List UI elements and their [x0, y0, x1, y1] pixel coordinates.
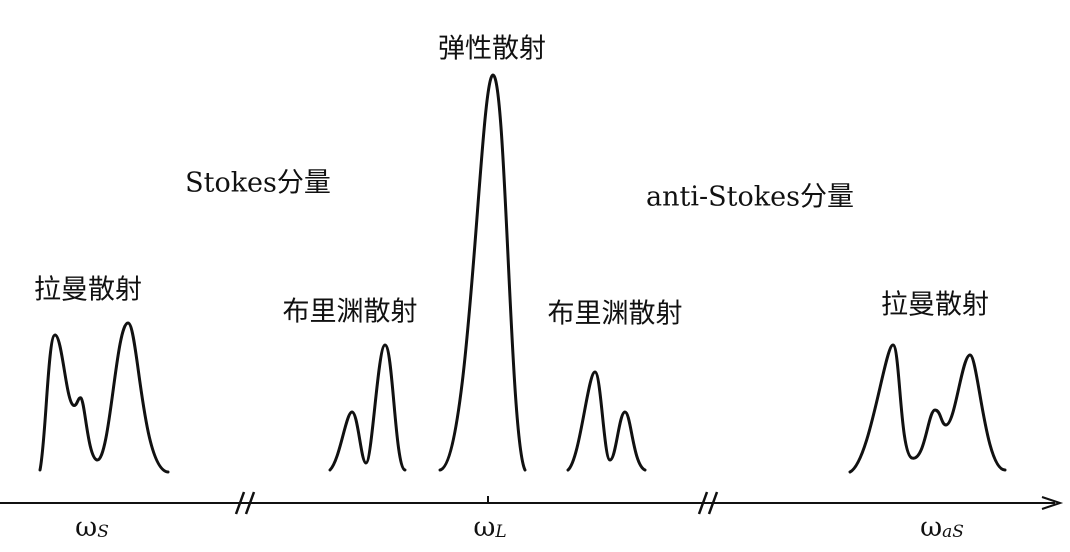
axis-break-left [234, 491, 256, 515]
elastic-peak [438, 73, 527, 472]
antistokes-label: anti-Stokes分量 [646, 182, 854, 213]
axis-arrow [1041, 496, 1064, 510]
brillouin-label: 布里渊散射 [283, 297, 418, 328]
omega: ω [473, 512, 495, 543]
stokes-label: Stokes分量 [185, 168, 331, 199]
omega-l-label: ωL [473, 512, 506, 543]
axis-break-right [697, 491, 719, 515]
brillouin-label: 布里渊散射 [548, 299, 683, 330]
antistokes-brillouin-peaks [566, 370, 647, 472]
antistokes-raman-peaks [848, 343, 1007, 474]
omega-as-label: ωaS [920, 512, 964, 543]
stokes-raman-peaks [38, 321, 170, 474]
elastic-label: 弹性散射 [438, 34, 546, 65]
raman-label: 拉曼散射 [34, 275, 142, 306]
omega: ω [920, 512, 942, 543]
omega-s-label: ωS [75, 512, 109, 543]
subscript: S [97, 522, 109, 542]
subscript: aS [942, 522, 964, 542]
subscript: L [494, 522, 506, 542]
raman-label: 拉曼散射 [881, 290, 989, 321]
omega: ω [75, 512, 97, 543]
stokes-brillouin-peaks [328, 343, 407, 472]
